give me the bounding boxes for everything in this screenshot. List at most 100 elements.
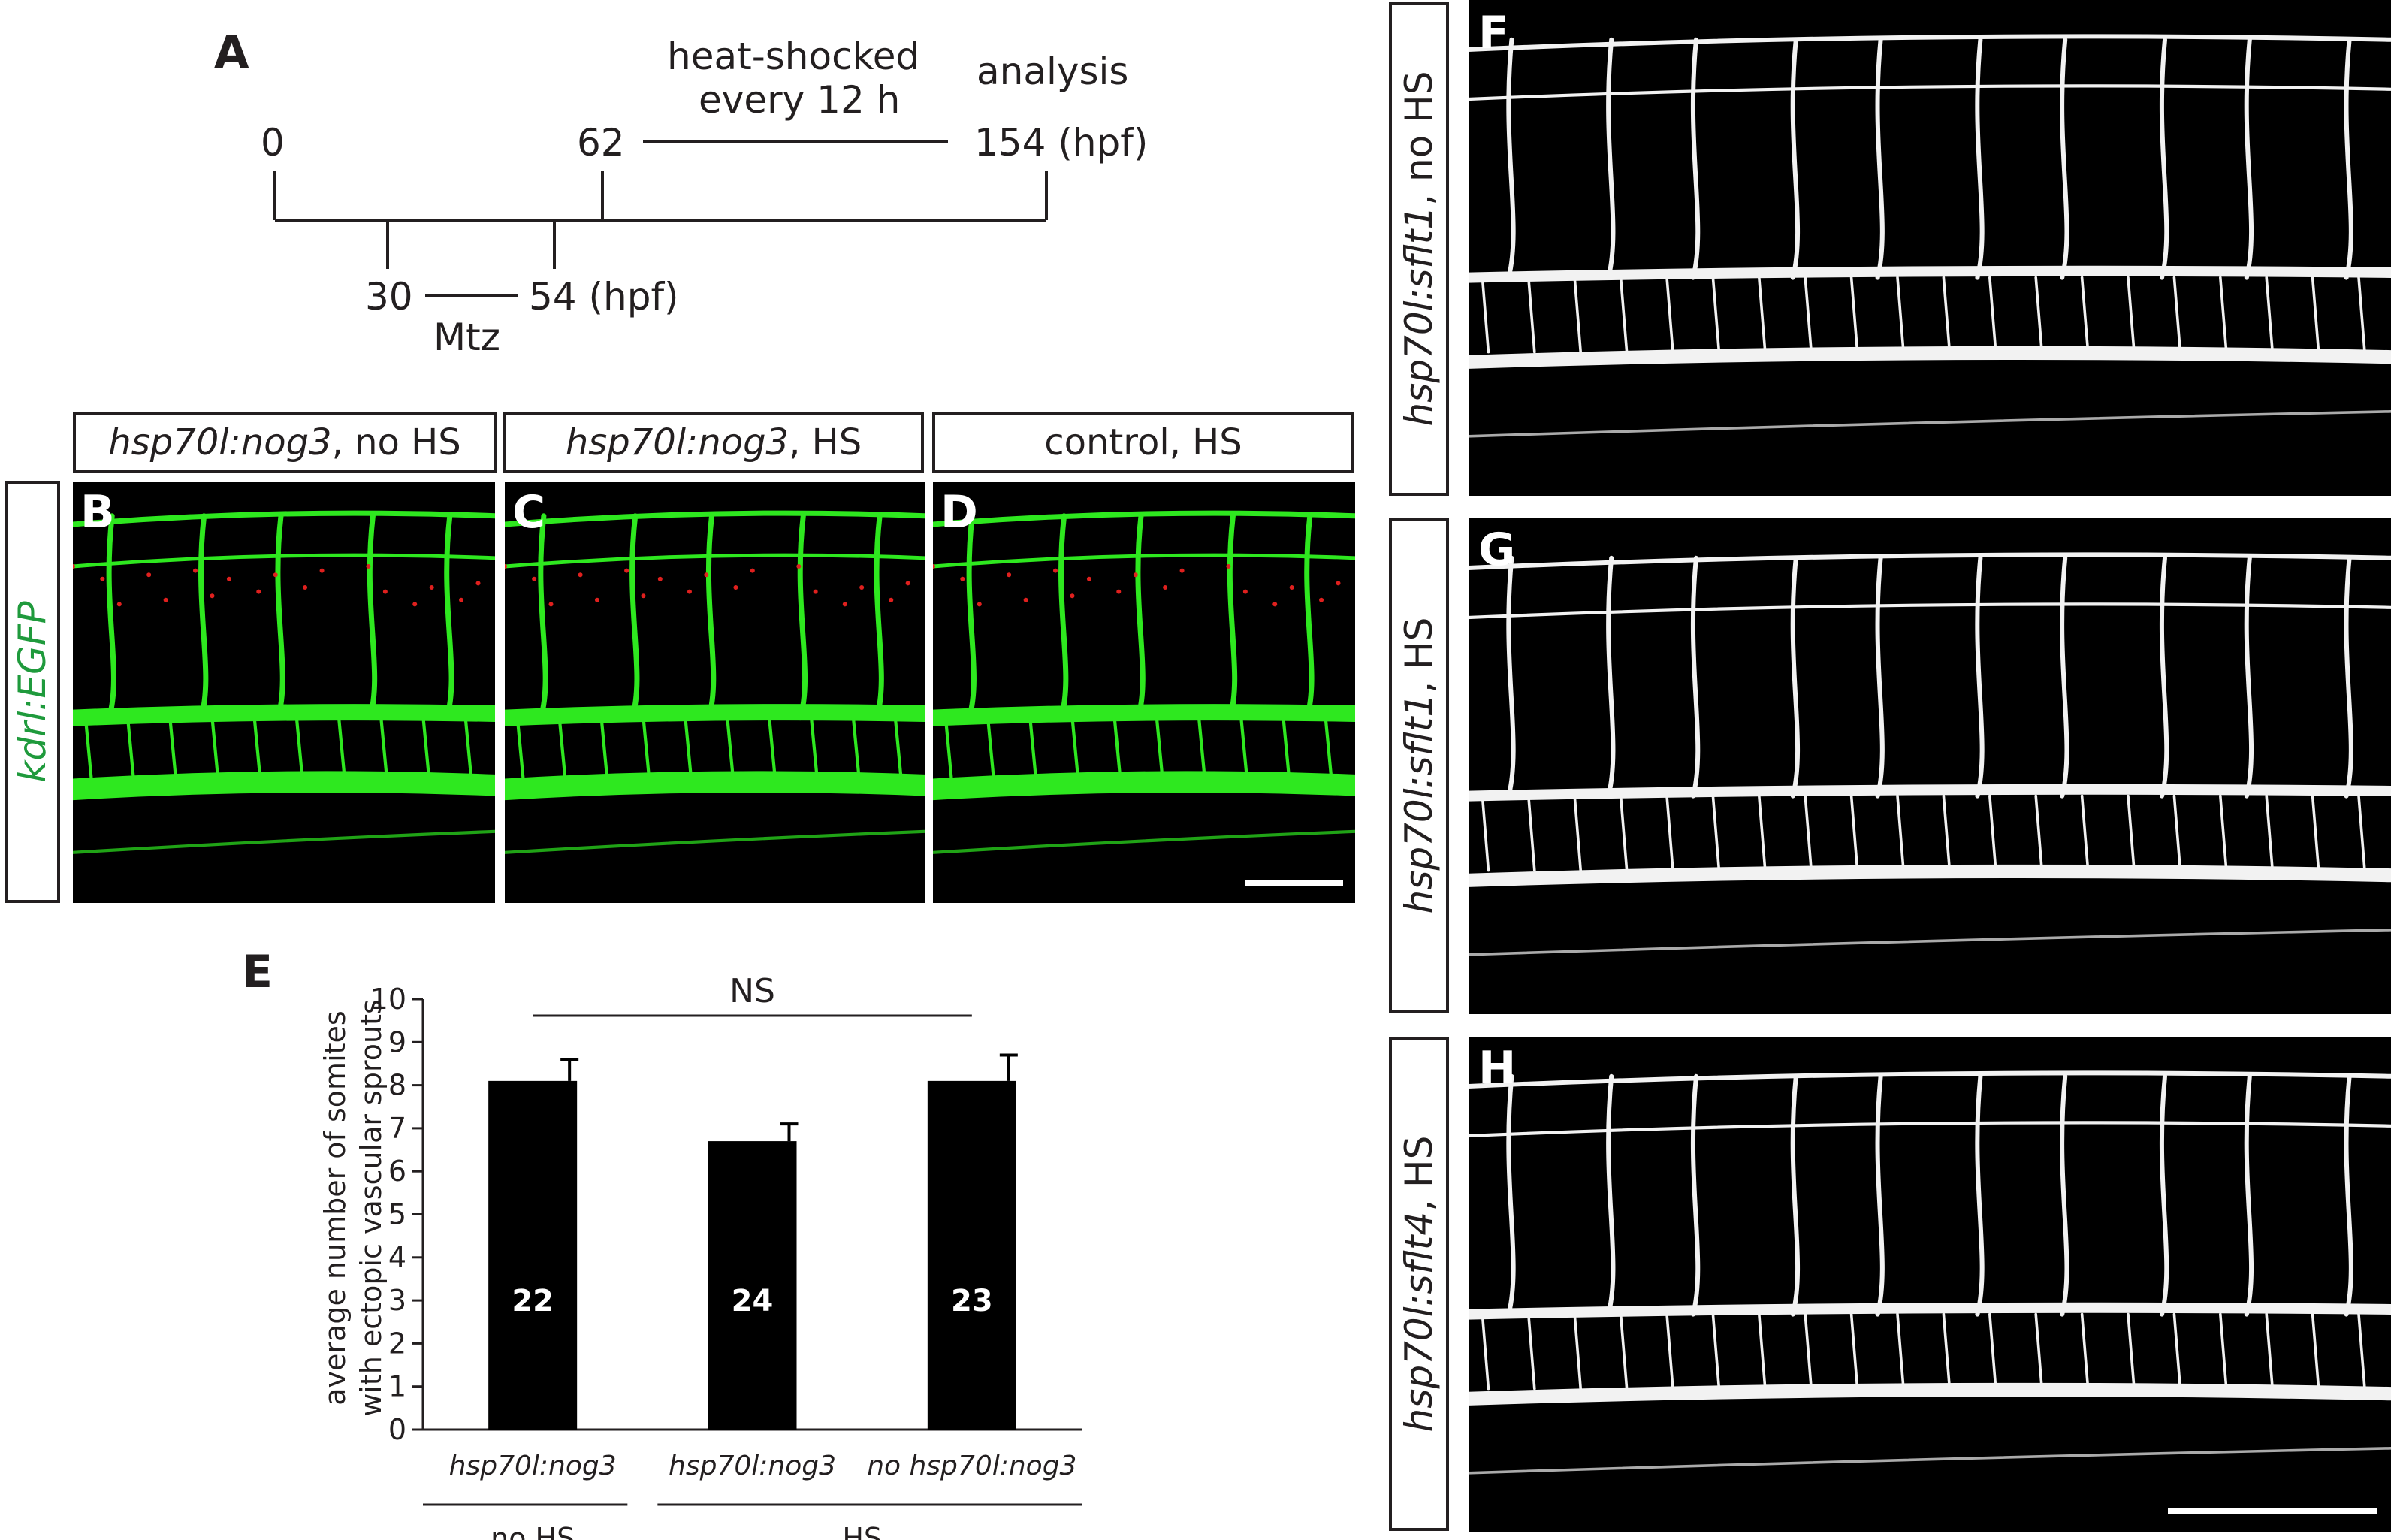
red-cell-dot — [1336, 581, 1341, 586]
red-cell-dot — [859, 585, 865, 590]
red-cell-dot — [1086, 576, 1091, 581]
vascular-sprout — [1665, 1312, 1674, 1391]
red-cell-dot — [977, 602, 982, 607]
red-cell-dot — [750, 568, 755, 573]
vascular-sprout — [294, 716, 304, 783]
ventral-vessel — [1469, 929, 2391, 956]
vascular-sprout — [1573, 276, 1583, 354]
y-tick-label: 6 — [388, 1155, 406, 1188]
red-cell-dot — [412, 602, 418, 607]
vascular-sprout — [2311, 794, 2320, 872]
vascular-sprout — [515, 716, 525, 783]
panel-h-micrograph — [1469, 1037, 2391, 1532]
y-tick-label: 7 — [388, 1112, 406, 1145]
red-cell-dot — [273, 572, 278, 578]
red-cell-dot — [594, 597, 599, 602]
red-cell-dot — [532, 576, 537, 581]
red-cell-dot — [1133, 572, 1138, 578]
panel-b-condition: , no HS — [331, 421, 461, 464]
panel-f-micrograph — [1469, 0, 2391, 496]
timeline-label-analysis: analysis — [977, 50, 1129, 93]
y-tick-label: 3 — [388, 1284, 406, 1317]
vascular-sprout — [1758, 1312, 1767, 1391]
vascular-sprout — [1711, 1312, 1721, 1391]
vascular-sprout — [2034, 794, 2044, 872]
vascular-sprout — [1197, 716, 1207, 783]
red-cell-dot — [226, 576, 231, 581]
intersegmental-vessel — [2344, 555, 2353, 799]
timeline-label-0: 0 — [261, 121, 285, 165]
intersegmental-vessel — [1875, 37, 1885, 280]
ventral-vessel — [73, 829, 495, 854]
y-tick-label: 0 — [388, 1413, 406, 1446]
red-cell-dot — [933, 564, 935, 569]
panel-b-genotype: hsp70l:nog3 — [108, 421, 332, 464]
cardinal-vein — [1469, 864, 2391, 887]
vascular-sprout — [2311, 1312, 2320, 1391]
y-tick-label: 8 — [388, 1069, 406, 1102]
intersegmental-vessel — [1606, 37, 1616, 280]
red-cell-dot — [1163, 585, 1168, 590]
cardinal-vein — [73, 771, 495, 801]
vascular-sprout — [1665, 276, 1674, 354]
vascular-sprout — [421, 716, 431, 783]
panel-c-micrograph — [505, 482, 925, 903]
red-cell-dot — [813, 589, 818, 594]
intersegmental-vessel — [1690, 555, 1701, 799]
vascular-sprout — [642, 716, 651, 783]
vascular-sprout — [1849, 794, 1859, 872]
vascular-sprout — [1711, 276, 1721, 354]
red-cell-dot — [624, 568, 629, 573]
red-cell-dot — [505, 564, 507, 569]
dorsal-vessel — [1469, 34, 2391, 52]
red-cell-dot — [796, 564, 802, 569]
vascular-sprout — [1324, 716, 1333, 783]
red-cell-dot — [319, 568, 325, 573]
vascular-sprout — [1239, 716, 1249, 783]
x-category-label: hsp70l:nog3 — [449, 1451, 617, 1481]
vascular-sprout — [1896, 1312, 1905, 1391]
y-tick-label: 2 — [388, 1327, 406, 1360]
red-cell-dot — [1007, 572, 1012, 578]
vascular-sprout — [1665, 794, 1674, 872]
vascular-sprout — [2172, 794, 2182, 872]
red-cell-dot — [657, 576, 663, 581]
y-tick-label: 4 — [388, 1241, 406, 1274]
panel-h-label-box: hsp70l:sflt4, HS — [1389, 1037, 1449, 1531]
dorsal-vessel — [505, 553, 925, 569]
vessel-network — [505, 510, 925, 854]
vascular-sprout — [1070, 716, 1080, 783]
red-cell-dot — [1242, 589, 1248, 594]
intersegmental-vessel — [444, 513, 454, 721]
dorsal-vessel — [1469, 1121, 2391, 1138]
intersegmental-vessel — [797, 513, 808, 721]
red-cell-dot — [366, 564, 371, 569]
timeline-diagram — [273, 140, 1048, 297]
red-cell-dot — [1070, 593, 1075, 599]
vessel-network — [73, 510, 495, 854]
intersegmental-vessel — [1875, 555, 1885, 799]
panel-h-genotype: hsp70l:sflt4 — [1397, 1211, 1441, 1433]
intersegmental-vessel — [2344, 37, 2353, 280]
panel-h-label: hsp70l:sflt4, HS — [1397, 1136, 1441, 1433]
vascular-sprout — [1942, 1312, 1952, 1391]
panel-f-label: hsp70l:sflt1, no HS — [1397, 71, 1441, 427]
intersegmental-vessel — [1975, 555, 1985, 799]
panel-g-label-box: hsp70l:sflt1, HS — [1389, 518, 1449, 1013]
y-tick-label: 1 — [388, 1370, 406, 1403]
bar-chart-e: 01234567891022hsp70l:nog324hsp70l:nog323… — [370, 972, 1082, 1540]
intersegmental-vessel — [1506, 555, 1516, 799]
vascular-sprout — [1942, 794, 1952, 872]
kdrl-egfp-label-box: kdrl:EGFP — [5, 481, 60, 903]
panel-g-label: hsp70l:sflt1, HS — [1397, 618, 1441, 914]
intersegmental-vessel — [1506, 1073, 1516, 1317]
panel-b-micrograph — [73, 482, 495, 903]
dorsal-vessel — [1469, 552, 2391, 570]
dorsal-aorta — [1469, 265, 2391, 283]
intersegmental-vessel — [2159, 1073, 2169, 1317]
vascular-sprout — [1758, 794, 1767, 872]
intersegmental-vessel — [1227, 513, 1238, 721]
panel-c-condition-box: hsp70l:nog3, HS — [503, 412, 924, 473]
vascular-sprout — [1804, 1312, 1813, 1391]
panel-b-condition-box: hsp70l:nog3, no HS — [73, 412, 497, 473]
